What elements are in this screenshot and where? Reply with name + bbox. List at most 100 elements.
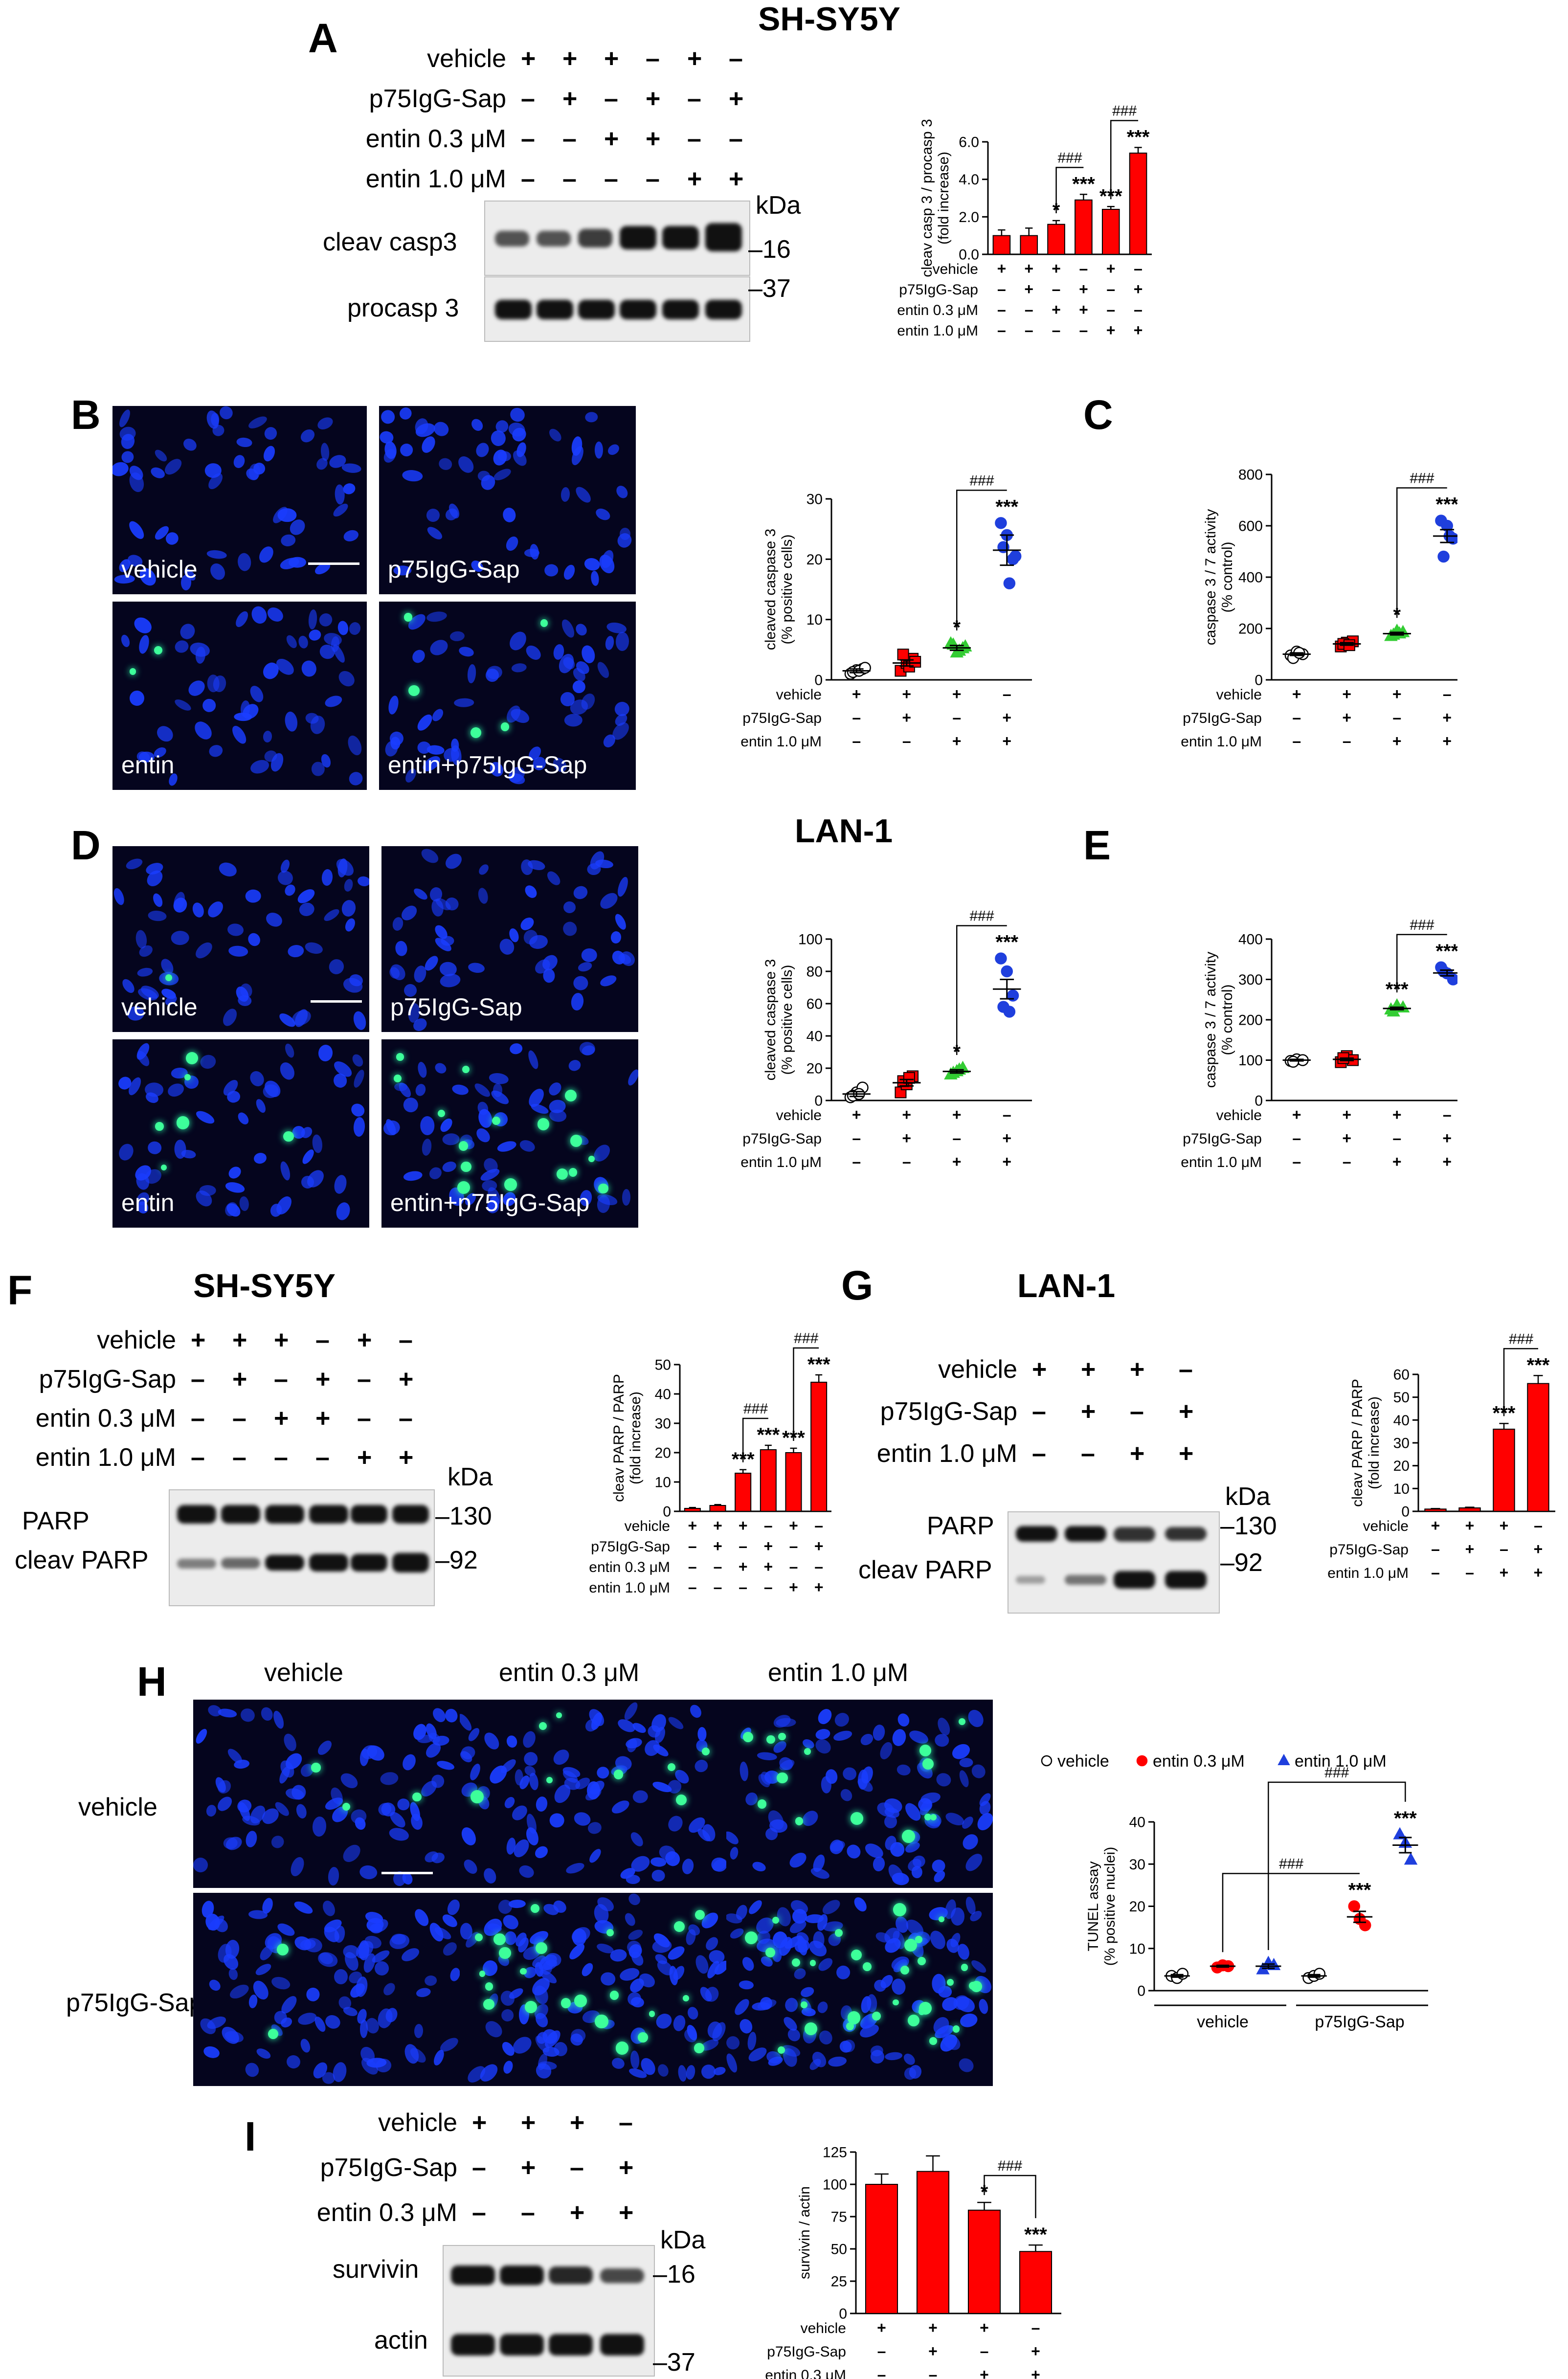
nucleus <box>414 2023 424 2039</box>
nucleus <box>570 992 585 1011</box>
treatment-sign: – <box>472 2154 486 2182</box>
micrograph-d-entin: entin <box>112 1039 369 1228</box>
band-label-actin: actin <box>374 2326 428 2355</box>
positive-cell <box>462 1065 470 1073</box>
nucleus <box>357 875 369 887</box>
treatment-row-label: entin 1.0 μM <box>876 1439 1017 1468</box>
y-tick-label: 0 <box>1254 673 1263 689</box>
micrograph-d-p75igg-sap: p75IgG-Sap <box>381 846 638 1032</box>
condition-sign: + <box>1031 2342 1040 2360</box>
nucleus <box>449 630 465 642</box>
condition-sign: + <box>1342 1129 1351 1147</box>
nucleus <box>610 2056 626 2071</box>
nucleus <box>153 448 169 464</box>
y-tick-label: 600 <box>1238 518 1263 535</box>
nucleus <box>292 1899 314 1916</box>
nucleus <box>595 660 612 680</box>
nucleus <box>322 907 341 923</box>
data-point <box>1001 965 1013 978</box>
micrograph-b-vehicle: vehicle <box>112 406 367 594</box>
positive-cell <box>900 1965 909 1975</box>
treatment-sign: + <box>729 165 744 193</box>
positive-cell <box>185 1052 199 1065</box>
nucleus <box>375 2058 392 2073</box>
nucleus <box>245 889 261 903</box>
treatment-row-label: vehicle <box>97 1326 176 1354</box>
nucleus <box>247 683 267 705</box>
nucleus <box>896 1764 912 1777</box>
nucleus <box>412 1907 431 1929</box>
nucleus <box>166 1081 186 1099</box>
condition-sign: + <box>952 1153 962 1170</box>
nucleus <box>505 1734 518 1749</box>
nucleus <box>337 620 349 636</box>
nucleus <box>136 966 154 978</box>
nucleus <box>550 1746 572 1768</box>
nucleus <box>253 1151 268 1165</box>
positive-cell <box>613 1770 624 1779</box>
condition-sign: + <box>739 1558 748 1575</box>
positive-cell <box>154 646 163 655</box>
significance-stars: *** <box>995 932 1018 953</box>
nucleus <box>412 886 430 902</box>
nucleus <box>529 1101 550 1116</box>
positive-cell <box>393 1075 402 1082</box>
nucleus <box>472 1081 493 1100</box>
treatment-sign: – <box>274 1443 288 1472</box>
bar <box>1101 209 1120 255</box>
positive-cell <box>595 2015 608 2028</box>
nucleus <box>198 1053 218 1071</box>
nucleus <box>342 528 360 543</box>
nucleus <box>680 1858 695 1876</box>
positive-cell <box>598 1183 608 1194</box>
condition-sign: – <box>739 1537 747 1555</box>
bracket-label: ### <box>794 1330 818 1347</box>
nucleus <box>263 730 273 743</box>
nucleus <box>573 484 594 506</box>
h-row-label-vehicle: vehicle <box>78 1793 157 1821</box>
nucleus <box>950 1907 965 1926</box>
nucleus <box>230 723 249 746</box>
micrograph-h-p75igg-vehicle <box>193 1893 460 2086</box>
positive-cell <box>403 613 413 622</box>
condition-label: vehicle <box>1216 687 1262 703</box>
data-point <box>1348 1900 1361 1912</box>
data-point <box>1447 973 1457 986</box>
nucleus <box>245 1830 259 1848</box>
nucleus <box>346 769 366 788</box>
nucleus <box>306 1987 320 2002</box>
nucleus <box>963 1851 986 1874</box>
data-point <box>1437 550 1450 563</box>
treatment-sign: + <box>232 1365 247 1393</box>
significance-stars: *** <box>1394 1808 1417 1829</box>
h-col-label-vehicle: vehicle <box>264 1659 343 1687</box>
nucleus <box>399 1945 422 1964</box>
positive-cell <box>538 1722 547 1730</box>
positive-cell <box>311 1763 321 1773</box>
data-point <box>897 649 909 661</box>
positive-cell <box>929 2037 937 2045</box>
nucleus <box>416 1987 432 1998</box>
nucleus <box>200 696 219 715</box>
y-tick-label: 30 <box>655 1416 671 1432</box>
condition-sign: + <box>1134 321 1143 339</box>
bar <box>1020 235 1038 255</box>
positive-cell <box>904 1939 918 1952</box>
nucleus <box>477 1108 494 1130</box>
nucleus <box>261 444 277 463</box>
nucleus <box>134 1041 152 1062</box>
nucleus <box>792 1966 808 1981</box>
condition-sign: + <box>877 2319 886 2336</box>
positive-cell <box>893 1999 899 2006</box>
condition-sign: – <box>1003 685 1011 703</box>
condition-sign: + <box>980 2319 989 2336</box>
nucleus <box>370 1923 383 1934</box>
nucleus <box>353 1117 365 1138</box>
condition-sign: + <box>852 1106 861 1123</box>
positive-cell <box>872 2012 881 2020</box>
condition-sign: + <box>1442 1129 1452 1147</box>
treatment-sign: – <box>357 1365 371 1393</box>
panel-letter-g: G <box>841 1262 874 1308</box>
nucleus <box>217 406 236 422</box>
nucleus <box>613 912 628 932</box>
